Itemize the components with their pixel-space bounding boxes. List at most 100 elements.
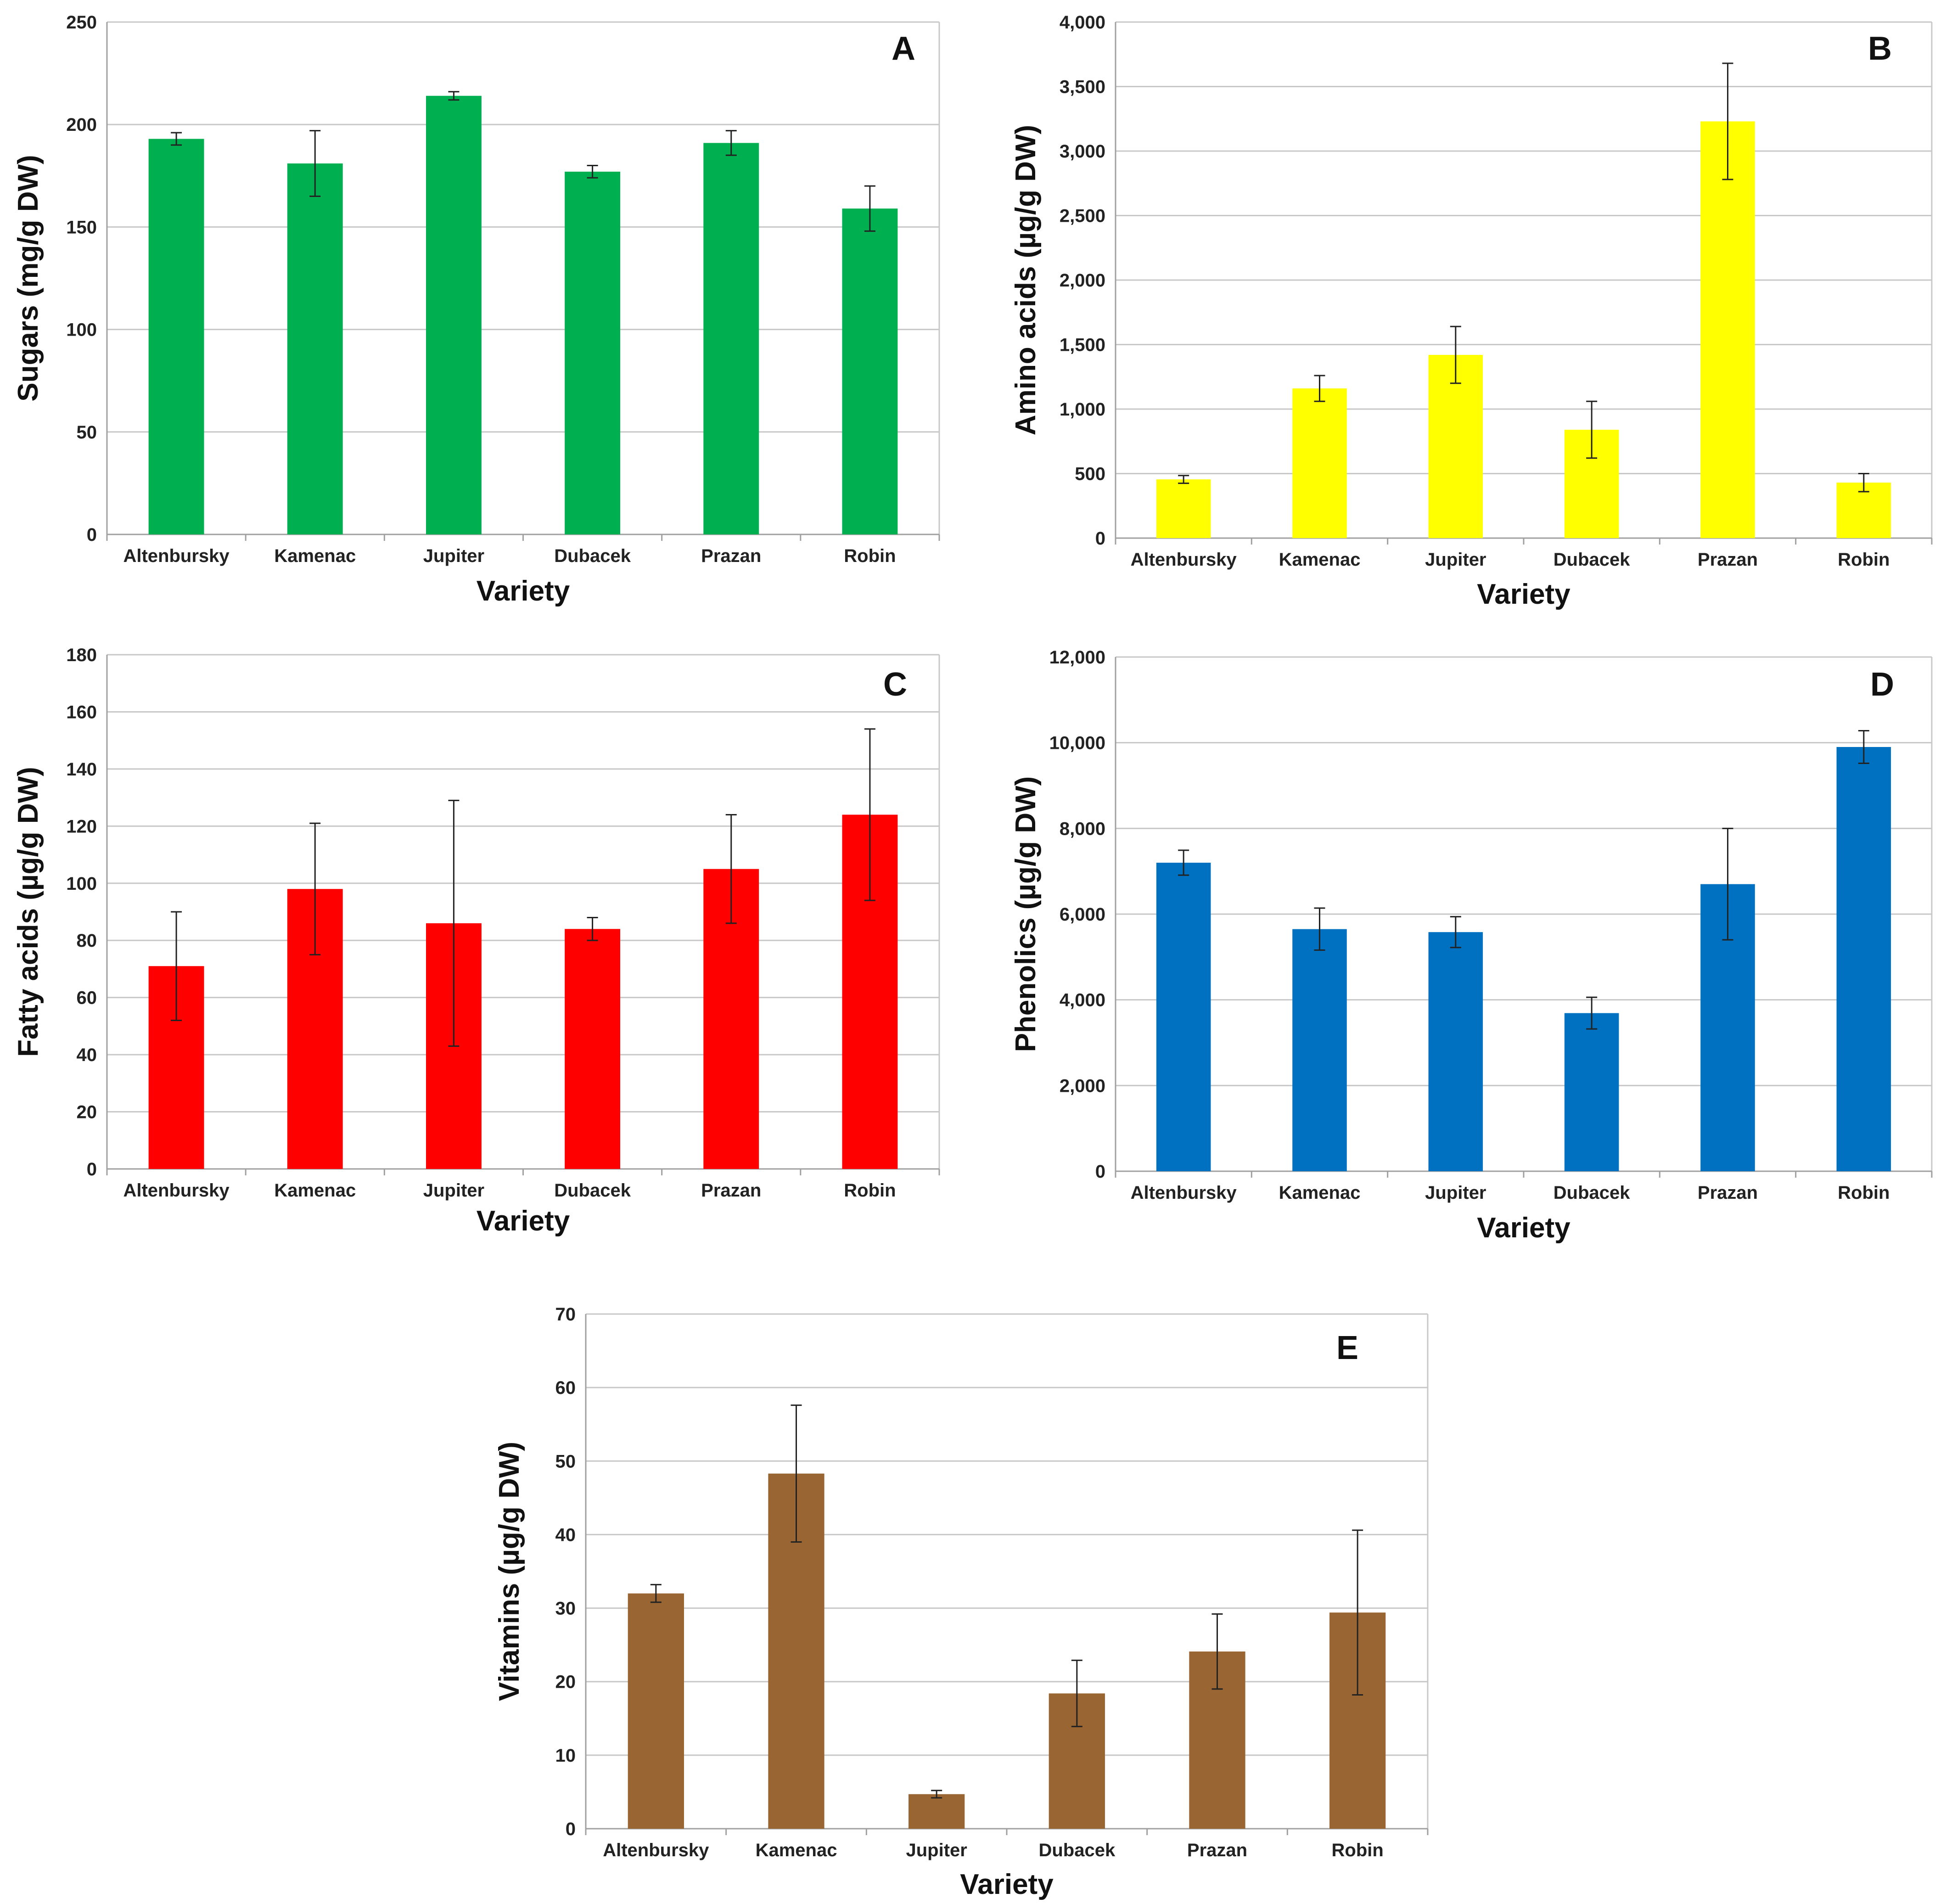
chart-panel-c: 0 20 40 60 80 100 120 140 160 180 Altenbursky Kamen…: [12, 645, 940, 1237]
x-tick-label: Dubacek: [554, 1180, 631, 1201]
x-tick-label: Dubacek: [1038, 1840, 1115, 1860]
chart-panel-a: 0 50 100 150 200 250 Altenbursky Kamenac Jupiter…: [12, 12, 940, 607]
y-tick-label: 12,000: [1049, 647, 1105, 668]
chart-panel-e: 0 10 20 30 40 50 60 70 Altenbursky Kamenac Jupiter…: [494, 1304, 1429, 1900]
y-tick-label: 60: [77, 988, 97, 1008]
panel-letter: A: [892, 30, 915, 67]
chart-panel-d: 0 2,000 4,000 6,000 8,000 10,000 12,000 Altenbu…: [1010, 647, 1933, 1244]
bar-a-kamenac: [287, 163, 343, 534]
bar-d-robin: [1836, 747, 1891, 1171]
y-tick-label: 2,000: [1060, 270, 1105, 291]
x-axis-title: Variety: [477, 1205, 570, 1237]
y-tick-label: 70: [555, 1304, 576, 1325]
bar-a-dubacek: [565, 171, 621, 534]
y-axis-title: Sugars (mg/g DW): [12, 155, 44, 401]
x-tick-label: Jupiter: [1425, 1183, 1486, 1203]
x-tick-label: Robin: [1838, 1183, 1890, 1203]
x-tick-label: Jupiter: [1425, 550, 1486, 570]
x-tick-label: Kamenac: [274, 546, 356, 566]
bar-b-prazan: [1700, 121, 1755, 538]
x-tick-label: Altenbursky: [123, 546, 230, 566]
x-tick-label: Robin: [1332, 1840, 1384, 1860]
bar-c-dubacek: [565, 929, 621, 1169]
y-axis-title: Phenolics (µg/g DW): [1010, 776, 1042, 1052]
bar-a-robin: [842, 208, 898, 534]
x-tick-label: Dubacek: [554, 546, 631, 566]
x-axis-title: Variety: [1477, 1212, 1570, 1244]
y-tick-label: 6,000: [1060, 904, 1105, 925]
y-tick-label: 40: [555, 1525, 576, 1545]
y-tick-label: 4,000: [1060, 990, 1105, 1011]
y-tick-label: 140: [66, 759, 97, 780]
panel-letter: B: [1868, 30, 1892, 67]
y-tick-label: 0: [87, 525, 97, 545]
y-tick-label: 3,000: [1060, 141, 1105, 162]
chart-panel-b: 0 500 1,000 1,500 2,000 2,500 3,000 3,500 4,000 A…: [1010, 12, 1933, 610]
y-tick-label: 160: [66, 702, 97, 722]
x-tick-label: Robin: [844, 546, 896, 566]
bar-e-jupiter: [909, 1794, 965, 1829]
x-tick-label: Altenbursky: [603, 1840, 709, 1860]
y-axis-title: Fatty acids (µg/g DW): [12, 767, 44, 1057]
x-tick-label: Robin: [1838, 550, 1890, 570]
y-tick-label: 1,000: [1060, 399, 1105, 420]
y-tick-label: 80: [77, 931, 97, 951]
y-tick-label: 0: [1095, 528, 1105, 549]
bar-b-kamenac: [1292, 388, 1347, 538]
y-tick-label: 2,500: [1060, 206, 1105, 226]
x-tick-label: Prazan: [701, 546, 761, 566]
x-tick-label: Kamenac: [1279, 1183, 1361, 1203]
y-tick-label: 20: [555, 1672, 576, 1692]
y-tick-label: 4,000: [1060, 12, 1105, 33]
x-axis-title: Variety: [1477, 579, 1570, 610]
x-tick-label: Dubacek: [1553, 1183, 1630, 1203]
panel-letter: C: [883, 666, 907, 703]
bar-a-prazan: [703, 143, 759, 535]
y-tick-label: 30: [555, 1599, 576, 1619]
y-tick-label: 180: [66, 645, 97, 665]
x-tick-label: Jupiter: [423, 546, 484, 566]
x-tick-label: Kamenac: [274, 1180, 356, 1201]
x-tick-label: Jupiter: [906, 1840, 967, 1860]
y-tick-label: 2,000: [1060, 1076, 1105, 1096]
x-axis-title: Variety: [477, 575, 570, 607]
x-axis-title: Variety: [960, 1869, 1054, 1900]
panel-letter: D: [1870, 666, 1894, 703]
x-tick-label: Jupiter: [423, 1180, 484, 1201]
x-tick-label: Altenbursky: [123, 1180, 230, 1201]
x-tick-label: Robin: [844, 1180, 896, 1201]
bar-d-altenbursky: [1156, 863, 1211, 1171]
y-tick-label: 20: [77, 1102, 97, 1123]
x-tick-label: Altenbursky: [1131, 550, 1237, 570]
bar-b-jupiter: [1428, 354, 1483, 538]
bar-a-jupiter: [426, 95, 482, 535]
y-tick-label: 1,500: [1060, 335, 1105, 355]
panel-letter: E: [1336, 1330, 1358, 1366]
y-tick-label: 100: [66, 320, 97, 340]
bar-e-altenbursky: [628, 1593, 684, 1829]
y-tick-label: 50: [555, 1451, 576, 1472]
y-axis-title: Amino acids (µg/g DW): [1010, 125, 1042, 435]
y-tick-label: 60: [555, 1378, 576, 1398]
bar-b-altenbursky: [1156, 479, 1211, 538]
y-tick-label: 3,500: [1060, 77, 1105, 97]
x-tick-label: Prazan: [1698, 550, 1758, 570]
y-tick-label: 120: [66, 816, 97, 837]
y-axis-title: Vitamins (µg/g DW): [494, 1442, 525, 1701]
y-tick-label: 0: [87, 1159, 97, 1179]
x-tick-label: Altenbursky: [1131, 1183, 1237, 1203]
y-tick-label: 8,000: [1060, 819, 1105, 839]
y-tick-label: 0: [1095, 1162, 1105, 1182]
y-tick-label: 10: [555, 1746, 576, 1766]
y-tick-label: 500: [1075, 464, 1105, 484]
y-tick-label: 50: [77, 422, 97, 443]
y-tick-label: 150: [66, 217, 97, 237]
x-tick-label: Prazan: [1187, 1840, 1247, 1860]
x-tick-label: Kamenac: [1279, 550, 1361, 570]
y-tick-label: 250: [66, 12, 97, 33]
y-tick-label: 100: [66, 874, 97, 894]
y-tick-label: 0: [566, 1819, 576, 1839]
bar-a-altenbursky: [148, 139, 204, 534]
bar-d-dubacek: [1564, 1013, 1619, 1171]
y-tick-label: 10,000: [1049, 733, 1105, 753]
